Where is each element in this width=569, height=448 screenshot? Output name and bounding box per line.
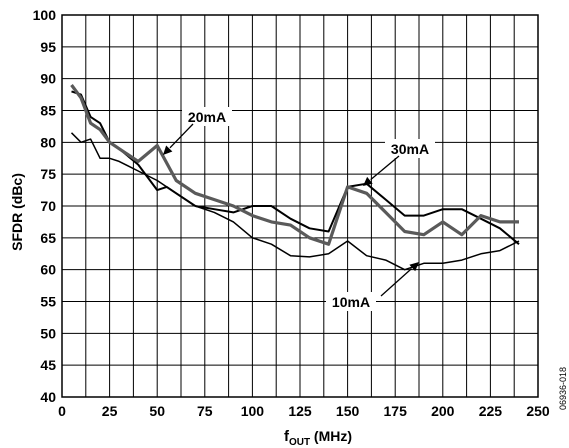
x-tick-label: 100 [241,403,265,419]
annotation-label-10mA: 10mA [332,294,370,310]
annotation-arrow-shaft [169,123,194,149]
y-tick-label: 45 [40,357,56,373]
x-axis-label: fOUT (MHz) [284,428,352,448]
y-tick-label: 40 [40,389,56,405]
x-tick-label: 175 [384,403,408,419]
annotation-label-30mA: 30mA [391,141,429,157]
x-tick-label: 200 [431,403,455,419]
x-tick-label: 0 [58,403,66,419]
x-axis-label-unit: (MHz) [310,428,352,444]
x-tick-label: 150 [336,403,360,419]
y-tick-label: 70 [40,198,56,214]
y-tick-label: 60 [40,262,56,278]
tick-labels: 0 25 50 75 100 125 150 175 200 225 250 40 45 50 55 60 65… [33,7,550,419]
x-axis-label-sub: OUT [289,437,310,448]
annotation-arrow-shaft [380,268,412,297]
figure-id: 06936-018 [558,367,568,410]
x-tick-label: 250 [526,403,550,419]
y-tick-label: 65 [40,230,56,246]
grid [62,15,538,397]
annotations: 20mA 30mA 10mA [163,107,435,311]
series-line-20mA [70,84,519,246]
annotation-background [385,139,435,158]
series-line-10mA [70,132,520,271]
y-tick-label: 85 [40,103,56,119]
y-tick-label: 80 [40,134,56,150]
x-tick-label: 225 [479,403,503,419]
annotation-background [182,107,232,126]
series-line-30mA [71,90,520,245]
annotation-label-20mA: 20mA [188,109,226,125]
x-tick-label: 25 [102,403,118,419]
y-tick-label: 50 [40,325,56,341]
y-tick-label: 95 [40,39,56,55]
annotation-arrow-shaft [370,155,400,181]
x-tick-label: 75 [197,403,213,419]
series-lines [70,84,520,271]
y-tick-label: 90 [40,71,56,87]
y-tick-label: 55 [40,294,56,310]
annotation-arrow-head [163,145,173,155]
y-tick-label: 100 [33,7,57,23]
y-tick-label: 75 [40,166,56,182]
x-tick-label: 125 [288,403,312,419]
y-axis-label: SFDR (dBc) [9,173,25,251]
annotation-arrow-head [363,176,373,186]
annotation-arrow-head [409,262,419,272]
x-tick-label: 50 [149,403,165,419]
plot-frame [61,14,539,398]
x-axis-label-main: f [284,428,290,445]
annotation-background [326,292,376,311]
